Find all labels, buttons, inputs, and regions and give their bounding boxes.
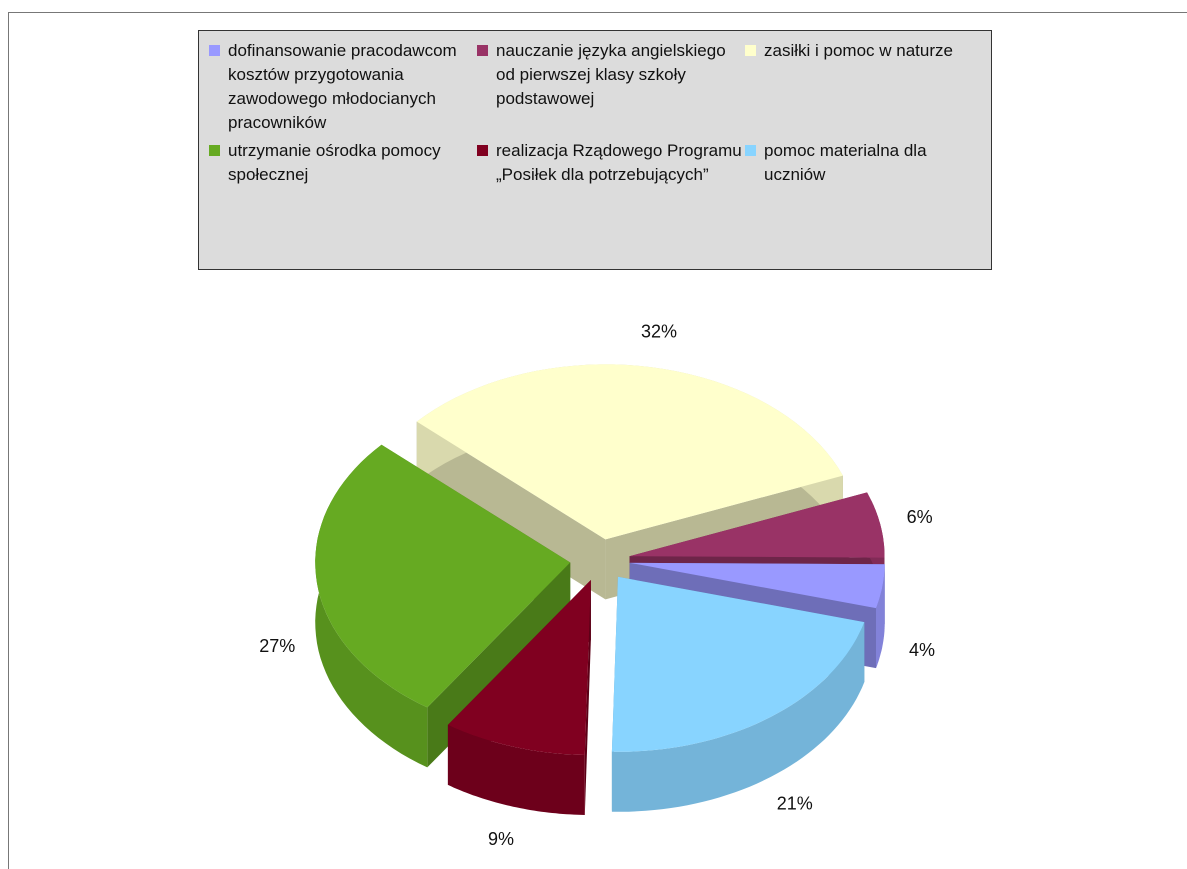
- slice: [629, 562, 885, 609]
- legend: dofinansowanie pracodawcom kosztów przyg…: [198, 30, 992, 270]
- legend-label: nauczanie języka angielskiego od pierwsz…: [496, 41, 726, 108]
- slice: [629, 492, 885, 558]
- data-label: 6%: [907, 507, 933, 527]
- legend-item: zasiłki i pomoc w naturze: [745, 39, 985, 135]
- legend-swatch: [745, 145, 756, 156]
- slice-side: [876, 564, 885, 669]
- slice-wall: [416, 421, 606, 600]
- data-label: 21%: [777, 794, 813, 814]
- slice-side: [447, 724, 585, 815]
- legend-label: zasiłki i pomoc w naturze: [764, 41, 953, 60]
- legend-item: utrzymanie ośrodka pomocy społecznej: [209, 139, 477, 187]
- legend-swatch: [745, 45, 756, 56]
- legend-label: dofinansowanie pracodawcom kosztów przyg…: [228, 41, 457, 132]
- legend-label: utrzymanie ośrodka pomocy społecznej: [228, 141, 441, 184]
- legend-swatch: [209, 145, 220, 156]
- data-label: 9%: [488, 829, 514, 849]
- data-label: 4%: [909, 640, 935, 660]
- legend-swatch: [209, 45, 220, 56]
- legend-item: realizacja Rządowego Programu „Posiłek d…: [477, 139, 745, 187]
- legend-swatch: [477, 145, 488, 156]
- slice-side: [611, 622, 865, 812]
- legend-swatch: [477, 45, 488, 56]
- legend-item: nauczanie języka angielskiego od pierwsz…: [477, 39, 745, 135]
- chart-frame: [8, 12, 1187, 869]
- legend-item: dofinansowanie pracodawcom kosztów przyg…: [209, 39, 477, 135]
- legend-item: pomoc materialna dla uczniów: [745, 139, 985, 187]
- data-label: 32%: [641, 322, 677, 342]
- slice: [447, 580, 591, 755]
- slice: [416, 364, 843, 540]
- slice: [315, 444, 571, 708]
- legend-label: realizacja Rządowego Programu „Posiłek d…: [496, 141, 742, 184]
- slice-wall: [584, 580, 591, 815]
- legend-label: pomoc materialna dla uczniów: [764, 141, 927, 184]
- slice: [611, 576, 865, 752]
- data-label: 27%: [259, 636, 295, 656]
